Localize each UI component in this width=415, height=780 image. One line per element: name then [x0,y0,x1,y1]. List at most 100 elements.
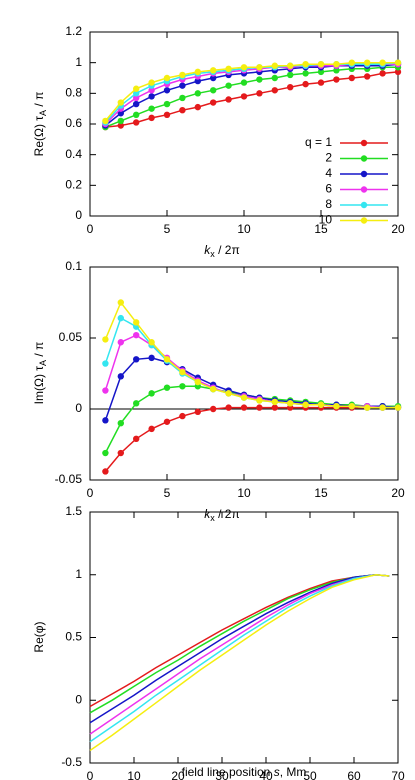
data-point [256,90,263,97]
data-point [210,385,217,393]
label-part: A [38,110,48,116]
data-point [287,71,294,79]
data-point [225,65,232,73]
data-point [333,76,340,83]
label-part: / π [32,92,46,110]
data-point [240,93,248,100]
data-point [302,70,309,77]
data-point [271,62,278,69]
y-axis-label: Re(φ) [32,621,46,652]
y-axis-label: Im(Ω) τA / π [32,342,48,405]
data-point [364,73,371,80]
data-point [117,420,125,427]
label-part: , Mm [280,765,307,779]
series-line [104,61,399,124]
data-point [394,68,402,76]
data-point [179,82,186,89]
data-point [240,79,248,86]
data-point [117,314,125,322]
data-point [348,59,355,66]
y-tick-label: 1 [75,567,82,581]
legend-label: q = 1 [305,135,332,149]
y-tick-label: 0 [75,692,82,706]
data-point [394,59,402,66]
data-point [163,74,171,82]
data-point [102,117,109,125]
y-tick-label: 0.2 [65,178,82,192]
data-point [271,404,278,411]
data-point [102,387,109,394]
x-tick-label: 15 [314,486,328,500]
data-point [148,354,155,362]
data-point [240,394,248,401]
data-point [117,99,125,106]
y-tick-label: 0.6 [65,116,82,130]
data-point [148,105,155,112]
series-line [89,574,390,708]
label-part: k [204,507,211,521]
data-point [302,80,309,88]
legend-label: 10 [319,213,333,227]
data-point [117,299,125,306]
data-point [102,360,109,367]
legend-marker [360,139,368,147]
label-part: x [210,249,215,259]
data-point [225,96,232,103]
series-line [89,574,390,724]
legend-label: 2 [325,151,332,165]
x-tick-label: 70 [391,769,405,780]
data-point [271,74,278,82]
data-point [163,384,171,391]
x-tick-label: 40 [259,769,273,780]
data-point [117,117,125,125]
data-point [102,336,109,343]
x-tick-label: 15 [314,222,328,236]
label-part: Re(φ) [32,621,46,652]
data-point [364,404,371,411]
legend-marker [360,155,368,162]
data-point [287,400,294,407]
x-tick-label: 10 [237,486,251,500]
legend-label: 4 [325,166,332,180]
legend-marker [360,186,368,193]
data-point [179,107,186,114]
data-point [133,356,140,363]
data-point [179,94,186,102]
series-line [104,357,399,421]
data-point [348,74,355,82]
plot-frame [89,511,399,764]
x-tick-label: 50 [303,769,317,780]
data-point [317,401,325,408]
data-point [225,390,232,397]
data-point [133,90,140,97]
data-point [148,390,155,397]
data-point [194,68,201,76]
plot-frame [89,266,399,481]
x-tick-label: 5 [164,222,171,236]
y-tick-label: 0.05 [59,330,83,344]
data-point [148,79,155,86]
data-point [148,339,155,346]
legend-label: 6 [325,182,332,196]
y-tick-label: -0.5 [61,755,82,769]
data-point [287,62,294,69]
data-point [102,449,109,457]
x-tick-label: 0 [87,222,94,236]
legend-label: 8 [325,197,332,211]
data-point [379,59,386,66]
data-point [117,339,125,346]
x-tick-label: 0 [87,769,94,780]
data-point [317,60,325,68]
x-tick-label: 10 [237,222,251,236]
data-point [133,119,140,126]
data-point [379,70,386,77]
data-point [287,84,294,91]
label-part: field line position [182,765,274,779]
data-point [194,103,201,111]
y-tick-label: 0 [75,401,82,415]
data-point [317,79,325,86]
data-point [179,412,186,420]
y-axis-label: Re(Ω) τA / π [32,92,48,157]
label-part: / 2π [215,507,240,521]
